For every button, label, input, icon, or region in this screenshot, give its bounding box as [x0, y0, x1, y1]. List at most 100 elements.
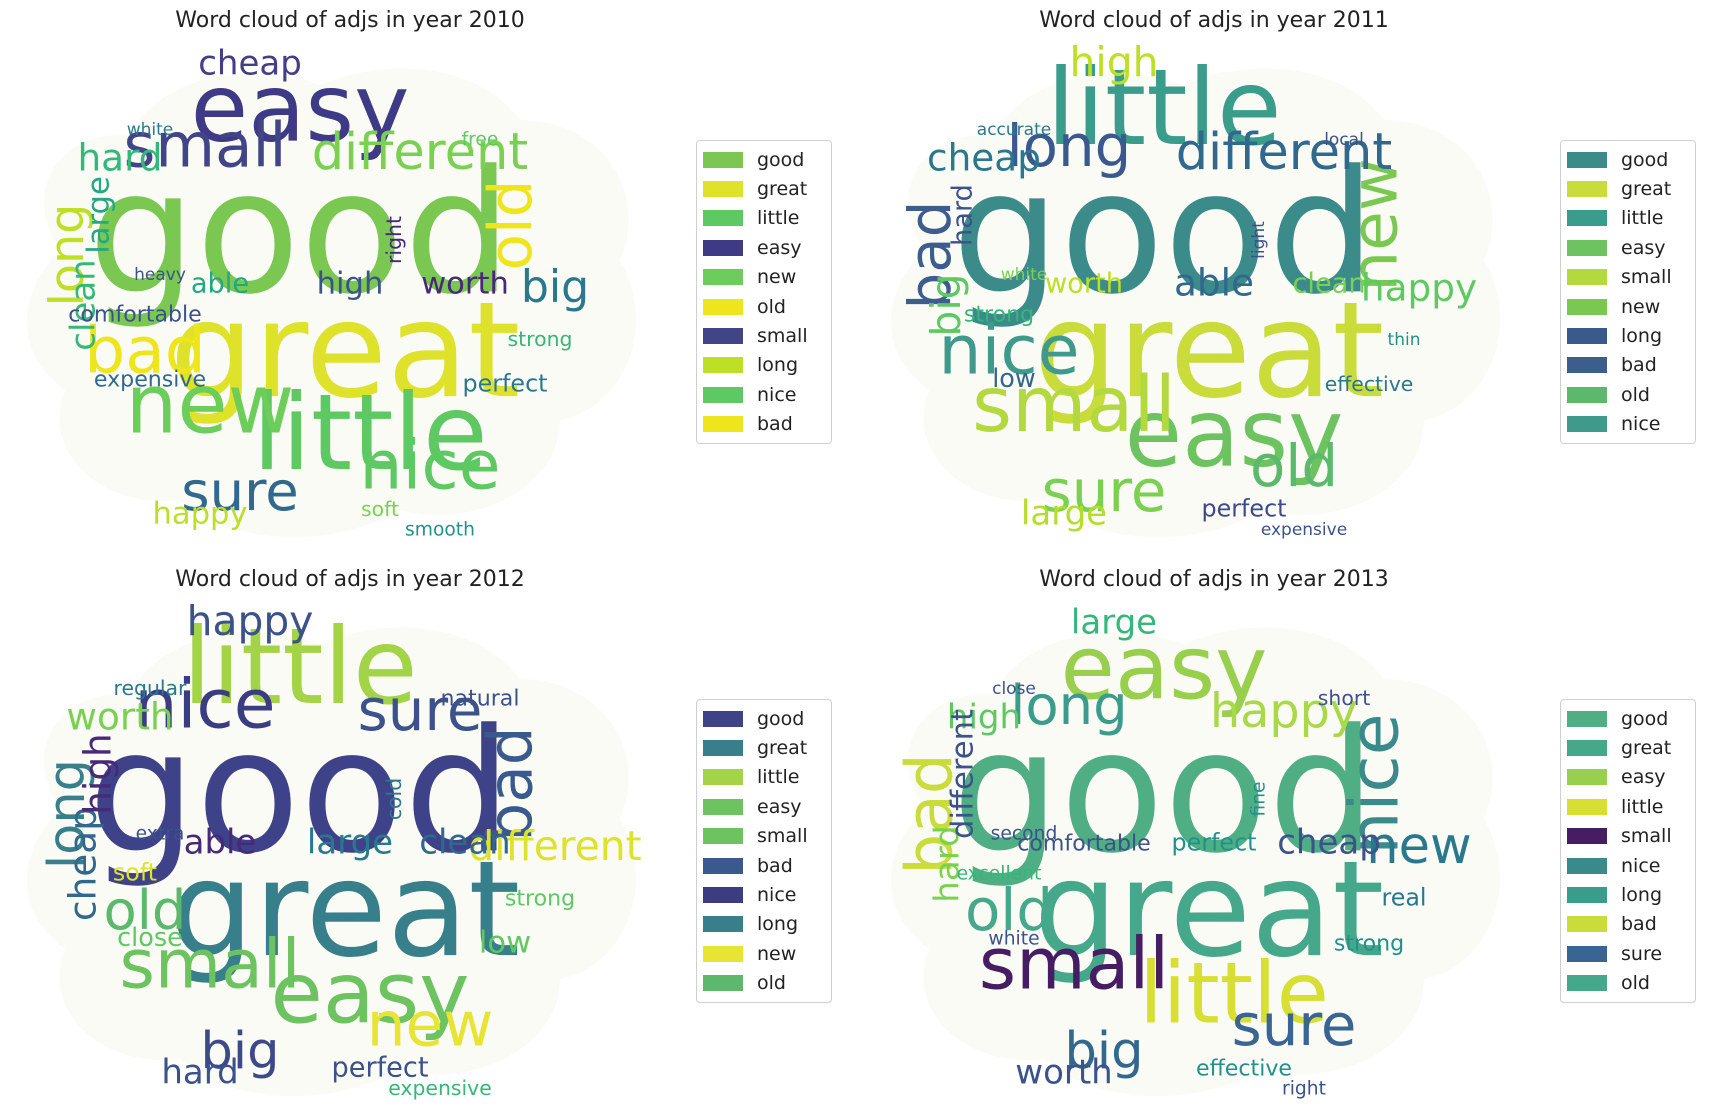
legend-swatch — [703, 945, 743, 962]
legend-label: great — [1621, 737, 1672, 760]
cloud-word-clean: clean — [1292, 269, 1365, 300]
legend-swatch — [1567, 357, 1607, 374]
cloud-word-little: little — [1139, 944, 1329, 1043]
cloud-word-small: small — [972, 361, 1176, 450]
legend-swatch — [703, 828, 743, 845]
legend-swatch — [703, 386, 743, 403]
legend-label: easy — [1621, 766, 1666, 789]
cloud-word-good: good — [952, 134, 1376, 332]
cloud-word-expensive: expensive — [388, 1076, 492, 1100]
cloud-word-easy: easy — [1125, 379, 1344, 488]
cloud-word-small: small — [119, 926, 300, 1005]
legend-label: old — [757, 972, 786, 995]
cloud-word-soft: soft — [361, 497, 399, 521]
legend-swatch — [703, 740, 743, 757]
legend-swatch — [1567, 328, 1607, 345]
cloud-word-nice: nice — [938, 312, 1079, 391]
cloud-word-perfect: perfect — [1202, 495, 1287, 523]
legend-label: little — [757, 766, 800, 789]
legend-swatch — [1567, 798, 1607, 815]
legend-swatch — [1567, 416, 1607, 433]
legend-item-nice: nice — [1567, 851, 1689, 880]
legend-item-old: old — [703, 292, 825, 321]
cloud-word-short: short — [1318, 686, 1370, 710]
legend-swatch — [1567, 975, 1607, 992]
cloud-word-worth: worth — [66, 695, 173, 739]
legend-swatch — [703, 357, 743, 374]
legend: good great little easy small bad nice long new ol… — [696, 699, 832, 1003]
legend-swatch — [703, 710, 743, 727]
cloud-word-cheap: cheap — [1277, 823, 1381, 863]
cloud-word-different: different — [312, 123, 529, 182]
legend-label: new — [757, 942, 797, 965]
cloud-word-great: great — [1034, 833, 1385, 987]
legend-label: old — [1621, 383, 1650, 406]
legend-item-new: new — [703, 263, 825, 292]
cloud-shape — [26, 68, 637, 538]
cloud-word-small: small — [124, 111, 287, 182]
legend-item-little: little — [703, 204, 825, 233]
panel-2010: Word cloud of adjs in year 2010 good grea… — [0, 0, 864, 559]
cloud-word-sure: sure — [181, 460, 298, 523]
legend-item-long: long — [1567, 321, 1689, 350]
cloud-word-natural: natural — [441, 686, 520, 712]
legend-label: easy — [757, 236, 802, 259]
cloud-shape — [890, 627, 1501, 1097]
legend-swatch — [703, 916, 743, 933]
legend-label: nice — [1621, 854, 1661, 877]
cloud-word-local: local — [1324, 130, 1364, 150]
legend-label: small — [1621, 266, 1672, 289]
cloud-word-easy: easy — [271, 944, 470, 1043]
cloud-word-expensive: expensive — [94, 367, 206, 393]
legend-item-great: great — [703, 733, 825, 762]
legend-swatch — [703, 269, 743, 286]
legend-item-bad: bad — [1567, 351, 1689, 380]
cloud-word-new: new — [126, 357, 295, 452]
cloud-word-hard: hard — [928, 825, 968, 902]
legend-item-easy: easy — [703, 233, 825, 262]
legend-label: great — [757, 737, 808, 760]
legend-swatch — [703, 328, 743, 345]
cloud-word-bad: bad — [476, 726, 547, 841]
cloud-word-big: big — [201, 1022, 280, 1081]
legend-swatch — [1567, 887, 1607, 904]
cloud-word-small: small — [979, 923, 1169, 1006]
legend-item-small: small — [1567, 263, 1689, 292]
cloud-word-bad: bad — [896, 201, 964, 310]
legend-label: bad — [757, 413, 793, 436]
legend-label: easy — [757, 795, 802, 818]
cloud-word-nice: nice — [359, 427, 500, 506]
legend-label: long — [757, 913, 799, 936]
legend: good great little easy small new long bad old nic… — [1560, 140, 1696, 444]
cloud-word-large: large — [307, 823, 393, 863]
cloud-word-great: great — [170, 274, 521, 428]
legend: good great easy little small nice long bad sure o… — [1560, 699, 1696, 1003]
legend-item-new: new — [703, 939, 825, 968]
cloud-word-second: second — [991, 824, 1058, 845]
legend-swatch — [703, 181, 743, 198]
legend-label: little — [1621, 795, 1664, 818]
legend-swatch — [1567, 710, 1607, 727]
legend-swatch — [1567, 945, 1607, 962]
cloud-word-strong: strong — [508, 327, 573, 351]
legend-label: old — [1621, 972, 1650, 995]
legend-label: easy — [1621, 236, 1666, 259]
legend-item-small: small — [1567, 822, 1689, 851]
cloud-word-good: good — [88, 693, 512, 891]
legend-item-nice: nice — [1567, 410, 1689, 439]
cloud-word-cheap: cheap — [61, 807, 105, 921]
cloud-word-able: able — [191, 269, 249, 300]
cloud-word-happy: happy — [1210, 684, 1358, 739]
cloud-word-regular: regular — [114, 676, 188, 700]
legend-swatch — [1567, 239, 1607, 256]
cloud-word-able: able — [1174, 261, 1254, 305]
legend-swatch — [1567, 916, 1607, 933]
legend-item-sure: sure — [1567, 939, 1689, 968]
legend-item-easy: easy — [703, 792, 825, 821]
cloud-word-smooth: smooth — [405, 520, 475, 541]
cloud-word-different: different — [1176, 123, 1393, 182]
legend-label: good — [1621, 148, 1669, 171]
